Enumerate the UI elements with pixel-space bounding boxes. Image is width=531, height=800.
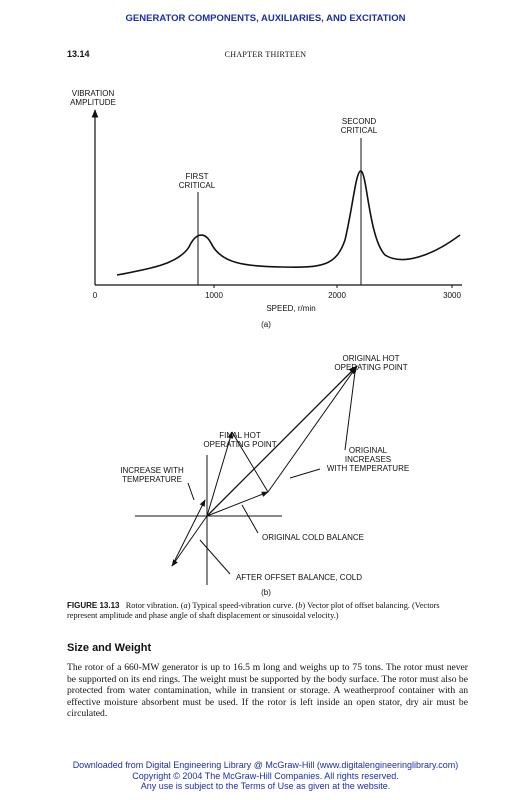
x-tick-label: 0 xyxy=(93,291,98,300)
vector xyxy=(171,515,208,567)
vector xyxy=(206,365,358,517)
figure-a xyxy=(91,109,462,288)
caption-text: b xyxy=(298,601,303,610)
x-tick-label: 1000 xyxy=(205,291,223,300)
annotation: TEMPERATURE xyxy=(122,475,182,484)
leader xyxy=(344,371,356,451)
section-heading: Size and Weight xyxy=(67,642,152,654)
footer-line: Any use is subject to the Terms of Use a… xyxy=(140,781,391,791)
vector xyxy=(206,491,269,517)
annotation: INCREASE WITH xyxy=(120,466,184,475)
panel-label: (b) xyxy=(261,588,271,597)
caption-text: a xyxy=(183,601,188,610)
annotation: FIRST xyxy=(185,172,208,181)
x-tick-label: 3000 xyxy=(443,291,461,300)
y-axis-label: AMPLITUDE xyxy=(70,98,116,107)
leader xyxy=(187,482,195,501)
panel-label: (a) xyxy=(261,320,271,329)
figure-b xyxy=(135,365,358,585)
annotation: OPERATING POINT xyxy=(203,440,276,449)
annotation: SECOND xyxy=(342,117,376,126)
footer: Downloaded from Digital Engineering Libr… xyxy=(0,760,531,792)
leader xyxy=(199,539,231,575)
annotation: ORIGINAL COLD BALANCE xyxy=(262,533,364,542)
vector xyxy=(267,365,358,493)
footer-link[interactable]: Downloaded from Digital Engineering Libr… xyxy=(72,760,459,770)
caption-text: Rotor vibration. ( xyxy=(125,601,184,610)
annotation: ORIGINAL xyxy=(349,446,388,455)
running-title: GENERATOR COMPONENTS, AUXILIARIES, AND E… xyxy=(125,13,406,24)
x-tick-label: 2000 xyxy=(328,291,346,300)
x-axis-label: SPEED, r/min xyxy=(266,304,315,313)
footer-line: Copyright © 2004 The McGraw-Hill Compani… xyxy=(132,770,399,781)
page-number: 13.14 xyxy=(67,49,90,59)
annotation: ORIGINAL HOT xyxy=(342,354,399,363)
leader xyxy=(241,504,259,534)
caption-label: FIGURE 13.13 xyxy=(67,601,120,610)
vector xyxy=(231,431,269,493)
vector xyxy=(171,499,206,567)
vibration-curve xyxy=(116,170,461,276)
caption-text: ) Vector plot of offset balancing. (Vect… xyxy=(67,601,440,620)
figure-caption: FIGURE 13.13 Rotor vibration. (a) Typica… xyxy=(67,601,467,621)
annotation: OPERATING POINT xyxy=(334,363,407,372)
paragraph: The rotor of a 660-MW generator is up to… xyxy=(67,662,468,720)
annotation: INCREASES xyxy=(345,455,391,464)
annotation: FINAL HOT xyxy=(219,431,261,440)
annotation: CRITICAL xyxy=(341,126,378,135)
annotation: AFTER OFFSET BALANCE, COLD xyxy=(236,573,362,582)
y-axis-label: VIBRATION xyxy=(72,89,115,98)
annotation: WITH TEMPERATURE xyxy=(327,464,409,473)
caption-text: ) Typical speed-vibration curve. ( xyxy=(187,601,299,610)
figure: VIBRATION AMPLITUDE 0 1000 2000 3000 SPE… xyxy=(70,89,462,597)
vector xyxy=(206,431,233,517)
leader xyxy=(289,468,321,479)
annotation: CRITICAL xyxy=(179,181,216,190)
chapter-title: CHAPTER THIRTEEN xyxy=(224,50,307,59)
